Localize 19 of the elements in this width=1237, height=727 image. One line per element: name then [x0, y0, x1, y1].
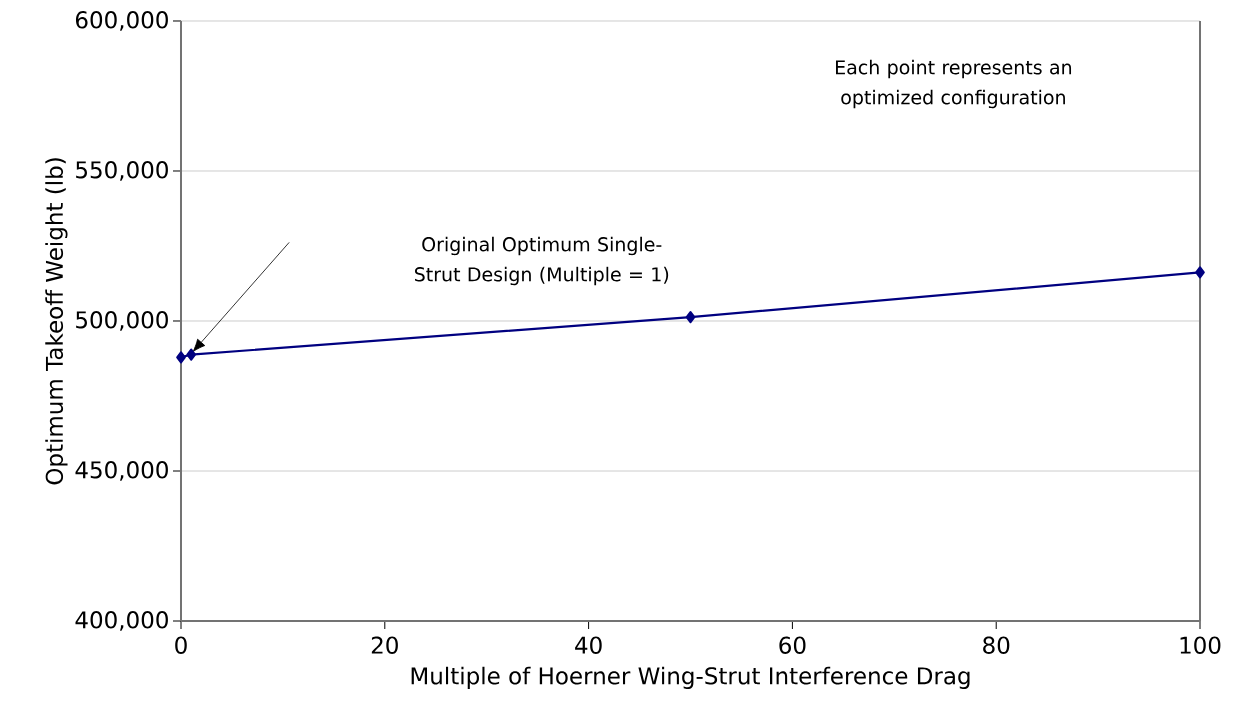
annotation: Original Optimum Single-Strut Design (Multiple = 1) [414, 236, 669, 286]
x-tick-label: 40 [575, 636, 602, 654]
x-tick-label: 60 [779, 636, 806, 654]
y-axis-title: Optimum Takeoff Weight (lb) [45, 158, 68, 485]
point [1195, 266, 1205, 279]
y-tick-label: 450,000 [75, 461, 168, 481]
y-tick-label: 550,000 [76, 161, 168, 181]
x-tick-label: 100 [1180, 636, 1221, 654]
point [685, 311, 696, 324]
x-tick-label: 0 [175, 636, 187, 654]
x-tick-label: 20 [371, 636, 398, 654]
point [186, 348, 197, 361]
y-tick-label: 500,000 [76, 311, 168, 331]
y-tick-label: 600,000 [75, 11, 168, 31]
x-axis-title: Multiple of Hoerner Wing-Strut Interference Drag [411, 666, 970, 690]
y-tick-label: 400,000 [75, 611, 168, 631]
x-tick-label: 80 [983, 636, 1010, 654]
annotation: Each point represents an optimized configuration [836, 59, 1072, 109]
point [176, 351, 186, 364]
